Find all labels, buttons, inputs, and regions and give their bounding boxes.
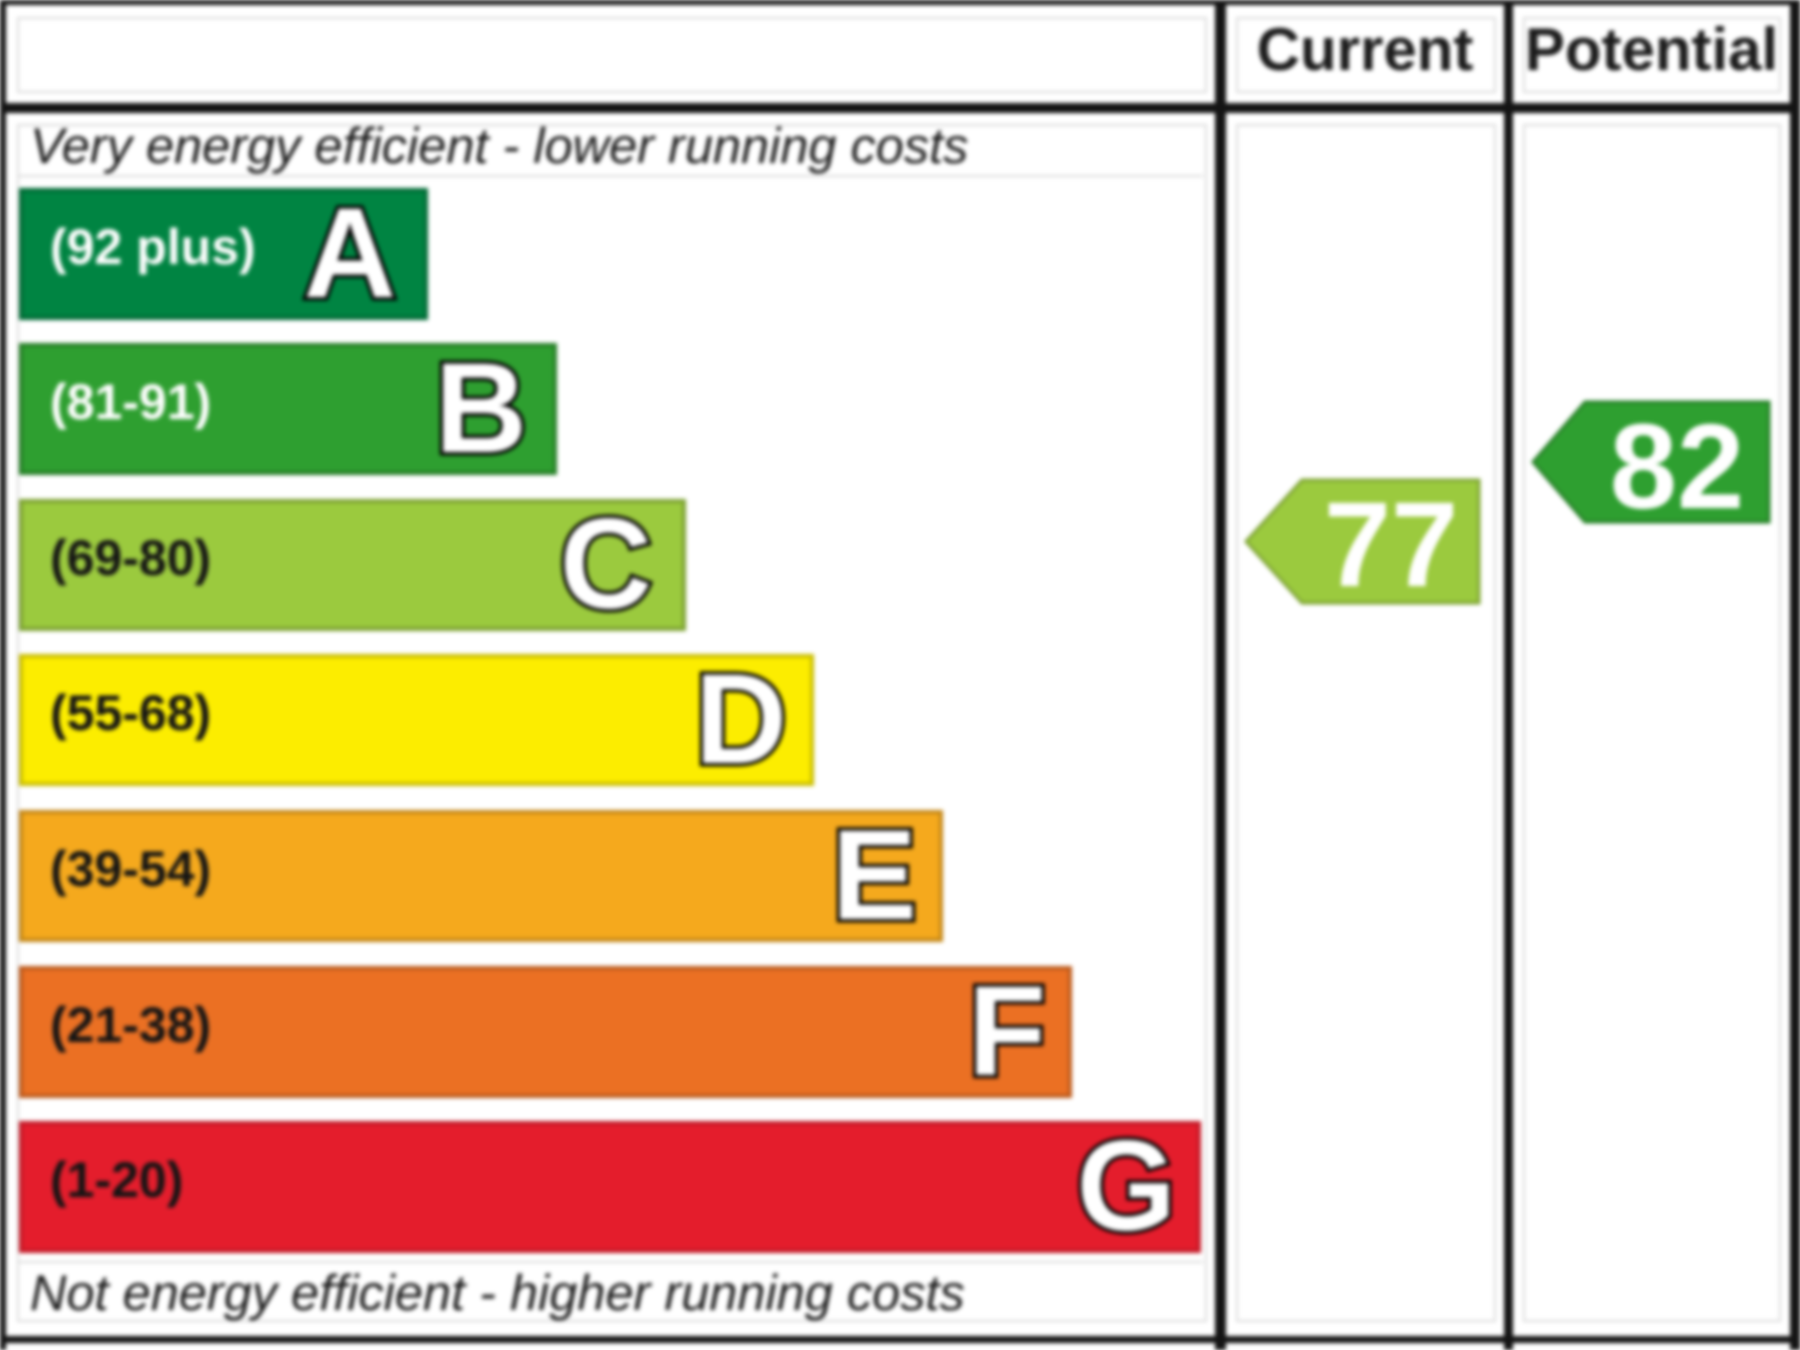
svg-text:77: 77 (1324, 478, 1459, 605)
svg-text:82: 82 (1610, 400, 1745, 524)
